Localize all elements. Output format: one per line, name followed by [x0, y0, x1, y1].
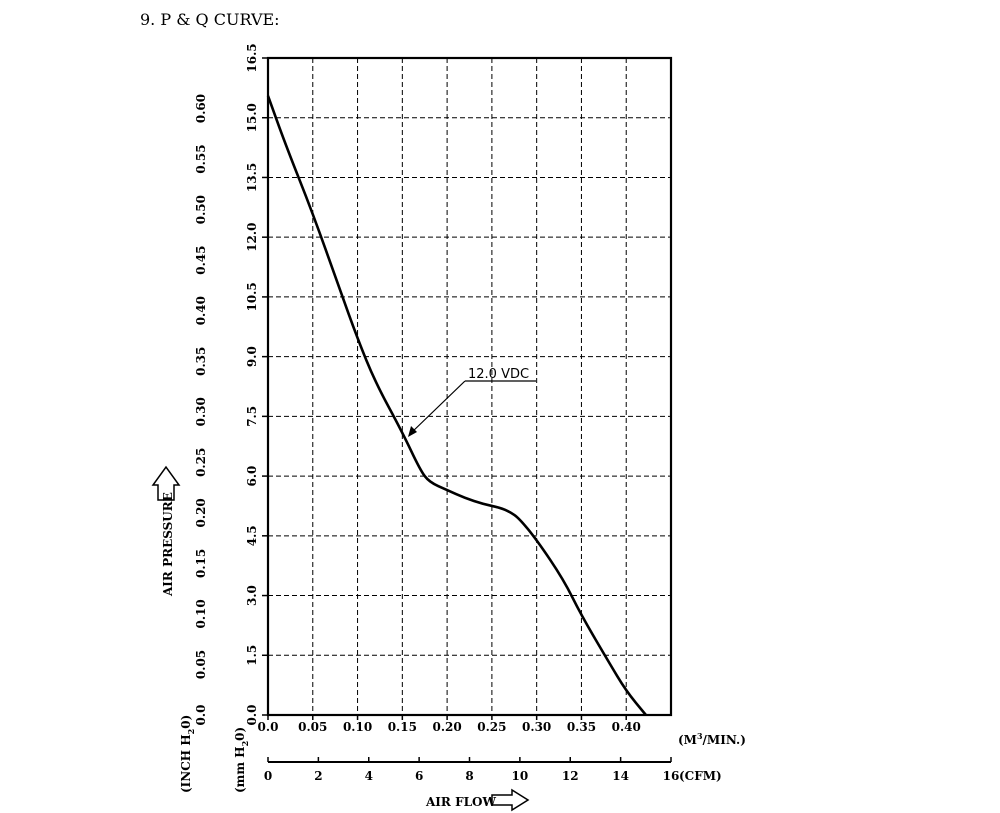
x-cfm-tick-label: 14 [612, 769, 629, 783]
y-mm-tick-label: 9.0 [245, 346, 259, 367]
x-cfm-tick-label: 4 [365, 769, 373, 783]
y-mm-tick-label: 6.0 [245, 466, 259, 487]
x-m3-tick-label: 0.25 [477, 720, 506, 734]
y-mm-tick-label: 1.5 [245, 645, 259, 666]
y-inch-tick-label: 0.0 [194, 705, 208, 726]
series-annotation-label: 12.0 VDC [468, 367, 529, 382]
y-inch-tick-label: 0.30 [194, 397, 208, 426]
y-inch-tick-label: 0.25 [194, 448, 208, 477]
y-mm-tick-label: 15.0 [245, 103, 259, 132]
x-cfm-tick-label: 0 [264, 769, 272, 783]
y-axis-mm-unit-label: (mm H20) [233, 727, 250, 793]
y-inch-tick-label: 0.50 [194, 195, 208, 224]
y-axis-mm-ticks: 0.0 1.5 3.0 4.5 6.0 7.5 9.0 10.5 12.0 13.5 15.0 16.… [245, 43, 268, 725]
x-m3-tick-label: 0.10 [343, 720, 372, 734]
grid-lines [268, 58, 671, 715]
page-heading: 9. P & Q CURVE: [140, 10, 280, 29]
up-arrow-icon [151, 465, 181, 501]
x-m3-tick-label: 0.40 [612, 720, 641, 734]
y-mm-tick-label: 3.0 [245, 585, 259, 606]
y-mm-tick-label: 12.0 [245, 223, 259, 252]
y-mm-tick-label: 13.5 [245, 163, 259, 192]
plot-border [266, 56, 673, 717]
y-mm-tick-label: 4.5 [245, 525, 259, 546]
y-inch-tick-label: 0.35 [194, 347, 208, 376]
y-inch-tick-label: 0.40 [194, 296, 208, 325]
y-axis-inch-unit-label: (INCH H20) [179, 715, 196, 793]
y-inch-tick-label: 0.10 [194, 599, 208, 628]
x-m3-tick-label: 0.35 [567, 720, 596, 734]
series-line-12vdc [266, 95, 647, 716]
x-m3-tick-label: 0.05 [298, 720, 327, 734]
x-cfm-tick-label: 16 [663, 769, 680, 783]
y-inch-tick-label: 0.55 [194, 144, 208, 173]
x-cfm-tick-label: 2 [314, 769, 322, 783]
y-axis-inch-ticks: 0.0 0.05 0.10 0.15 0.20 0.25 0.30 0.35 0.40 0.45 0… [194, 94, 208, 726]
y-mm-tick-label: 7.5 [245, 406, 259, 427]
y-mm-tick-label: 0.0 [245, 705, 259, 726]
x-axis-cfm: 0 2 4 6 8 10 12 14 16 [264, 757, 680, 783]
y-inch-tick-label: 0.20 [194, 498, 208, 527]
right-arrow-icon [491, 788, 530, 812]
series-annotation: 12.0 VDC [408, 367, 536, 437]
x-axis-unit-label: (M3/MIN.) [678, 731, 746, 747]
y-mm-tick-label: 16.5 [245, 43, 259, 72]
y-inch-tick-label: 0.05 [194, 650, 208, 679]
x-cfm-tick-label: 8 [465, 769, 473, 783]
y-inch-tick-label: 0.15 [194, 549, 208, 578]
x-cfm-tick-label: 12 [562, 769, 579, 783]
x-axis-title: AIR FLOW [425, 795, 496, 809]
series-layer [266, 95, 647, 716]
x-cfm-tick-label: 10 [512, 769, 529, 783]
x-axis-m3-ticks: 0.0 0.05 0.10 0.15 0.20 0.25 0.30 0.35 0.40 [258, 715, 641, 734]
x-m3-tick-label: 0.0 [258, 720, 279, 734]
y-mm-tick-label: 10.5 [245, 282, 259, 311]
plot-frame [266, 56, 673, 717]
y-inch-tick-label: 0.60 [194, 94, 208, 123]
y-inch-tick-label: 0.45 [194, 246, 208, 275]
y-axis-title: AIR PRESSURE [161, 492, 175, 597]
x-axis-cfm-unit-label: (CFM) [679, 769, 722, 783]
x-cfm-tick-label: 6 [415, 769, 423, 783]
x-m3-tick-label: 0.20 [432, 720, 461, 734]
x-m3-tick-label: 0.15 [388, 720, 417, 734]
x-m3-tick-label: 0.30 [522, 720, 551, 734]
